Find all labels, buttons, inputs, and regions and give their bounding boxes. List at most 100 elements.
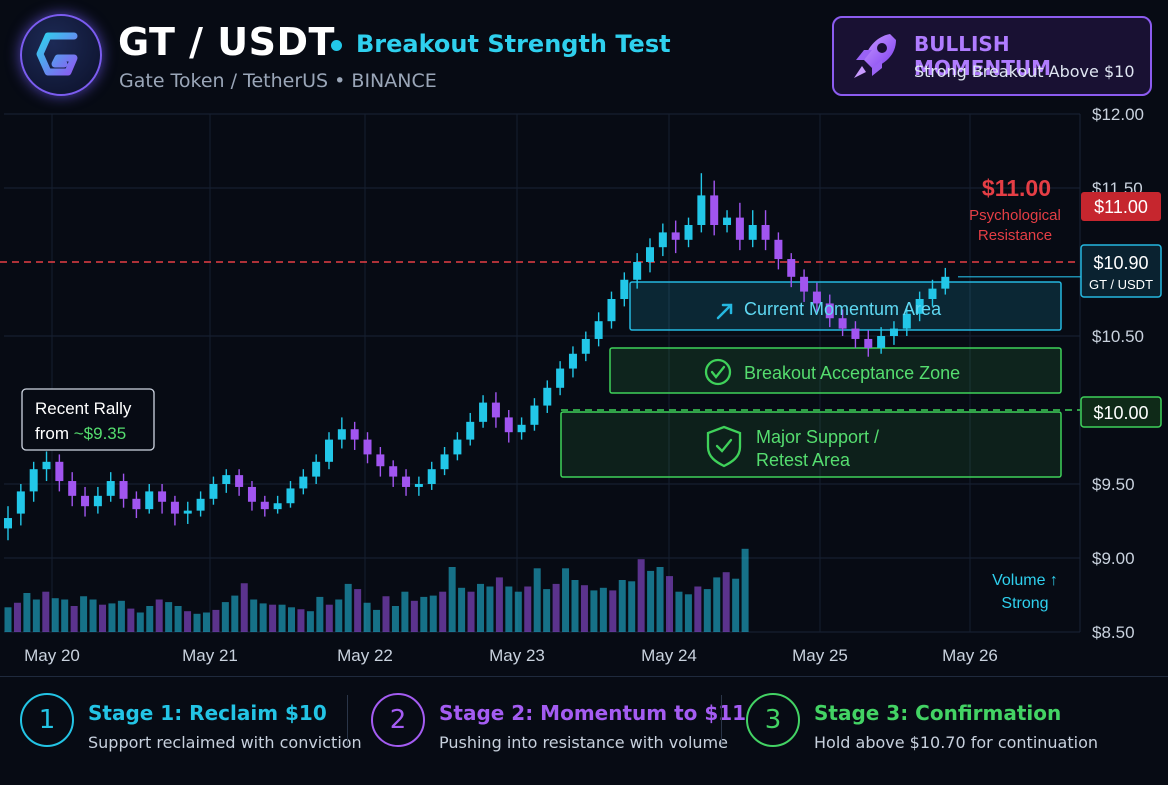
volume-bar bbox=[32, 599, 40, 632]
candle-body bbox=[16, 491, 25, 514]
volume-bar bbox=[89, 599, 97, 632]
candle-body bbox=[877, 336, 886, 348]
exchange-name: BINANCE bbox=[351, 70, 437, 92]
volume-bar bbox=[212, 609, 220, 632]
stage-2-title: Stage 2: Momentum to $11 bbox=[439, 701, 747, 725]
y-tick-label: $12.00 bbox=[1092, 105, 1144, 124]
support-zone-label-line2: Retest Area bbox=[756, 450, 851, 470]
candle-body bbox=[235, 475, 244, 487]
volume-bar bbox=[373, 609, 381, 632]
candle-body bbox=[312, 461, 321, 477]
candle-body bbox=[787, 259, 796, 277]
badge-subtitle: Strong Breakout Above $10 bbox=[914, 62, 1135, 81]
volume-bar bbox=[240, 583, 248, 632]
x-tick-label: May 24 bbox=[641, 646, 697, 665]
candlesticks bbox=[4, 173, 950, 541]
support-zone-label-line1: Major Support / bbox=[756, 427, 879, 447]
volume-label-line1: Volume ↑ bbox=[992, 572, 1058, 589]
volume-bars bbox=[4, 548, 749, 632]
resistance-tag-text: $11.00 bbox=[1094, 197, 1148, 217]
volume-bar bbox=[571, 580, 579, 632]
volume-bar bbox=[259, 603, 267, 632]
x-tick-label: May 25 bbox=[792, 646, 848, 665]
candle-body bbox=[196, 498, 205, 511]
stage-3-number: 3 bbox=[746, 693, 800, 747]
support-tag-text: $10.00 bbox=[1093, 403, 1148, 423]
candle-body bbox=[491, 402, 500, 418]
candle-body bbox=[158, 491, 167, 502]
candle-body bbox=[479, 402, 488, 422]
major-support-zone bbox=[560, 411, 1062, 478]
candle-body bbox=[928, 288, 937, 299]
volume-bar bbox=[609, 590, 617, 632]
candle-body bbox=[222, 475, 231, 484]
candle-body bbox=[81, 495, 90, 507]
stage-1-description: Support reclaimed with conviction bbox=[88, 733, 362, 752]
rocket-icon bbox=[854, 34, 896, 78]
volume-bar bbox=[316, 596, 324, 632]
shield-icon bbox=[706, 425, 742, 468]
candle-body bbox=[735, 217, 744, 240]
candle-body bbox=[568, 353, 577, 369]
y-tick-label: $9.00 bbox=[1092, 549, 1135, 568]
volume-bar bbox=[628, 581, 636, 632]
gate-token-logo bbox=[20, 14, 102, 96]
volume-bar bbox=[486, 586, 494, 632]
shield-check-icon bbox=[715, 438, 733, 453]
candle-body bbox=[363, 439, 372, 455]
volume-bar bbox=[524, 586, 532, 632]
pair-title: GT / USDT bbox=[118, 20, 335, 64]
candle-body bbox=[812, 291, 821, 304]
candle-body bbox=[800, 276, 809, 292]
candle-body bbox=[889, 328, 898, 336]
candle-body bbox=[106, 481, 115, 496]
candle-body bbox=[620, 279, 629, 299]
volume-bar bbox=[250, 599, 258, 632]
check-circle-icon bbox=[704, 358, 732, 386]
candle-body bbox=[530, 405, 539, 425]
chart-grid bbox=[4, 113, 1081, 633]
pair-full-name: Gate Token / TetherUS bbox=[119, 70, 329, 92]
volume-bar bbox=[13, 602, 21, 632]
volume-bar bbox=[231, 595, 239, 632]
candle-body bbox=[658, 232, 667, 248]
volume-bar bbox=[23, 593, 31, 632]
volume-bar bbox=[193, 613, 201, 632]
momentum-zone-label: Current Momentum Area bbox=[744, 299, 942, 319]
stage-3-title: Stage 3: Confirmation bbox=[814, 701, 1062, 725]
bullish-momentum-badge: BULLISH MOMENTUM Strong Breakout Above $… bbox=[832, 16, 1152, 96]
stage-3-description: Hold above $10.70 for continuation bbox=[814, 733, 1098, 752]
current-price-tag bbox=[1080, 244, 1162, 298]
volume-bar bbox=[51, 598, 59, 632]
volume-bar bbox=[136, 612, 144, 632]
resistance-price-label: $11.00 bbox=[982, 175, 1051, 201]
candle-body bbox=[273, 503, 282, 510]
candle-body bbox=[748, 225, 757, 240]
volume-bar bbox=[722, 572, 730, 632]
title-dot bbox=[331, 40, 342, 51]
volume-bar bbox=[675, 591, 683, 632]
candle-body bbox=[723, 217, 732, 225]
recent-rally-from-label: from ~$9.35 bbox=[35, 424, 126, 443]
volume-bar bbox=[467, 591, 475, 632]
pair-info: Gate Token / TetherUS • BINANCE bbox=[119, 70, 437, 92]
chart-zones bbox=[0, 261, 1080, 478]
candle-body bbox=[633, 262, 642, 280]
candle-body bbox=[209, 484, 218, 499]
chart-subtitle: Breakout Strength Test bbox=[356, 30, 671, 58]
candle-body bbox=[132, 498, 141, 510]
volume-bar bbox=[439, 591, 447, 632]
volume-bar bbox=[382, 596, 390, 632]
y-tick-label: $8.50 bbox=[1092, 623, 1135, 642]
candle-body bbox=[376, 454, 385, 467]
candle-body bbox=[902, 313, 911, 329]
candle-body bbox=[93, 495, 102, 507]
footer-divider bbox=[721, 695, 722, 745]
volume-bar bbox=[514, 591, 522, 632]
resistance-label-line2: Resistance bbox=[978, 227, 1052, 244]
volume-bar bbox=[562, 568, 570, 632]
arrow-up-right-icon bbox=[716, 303, 733, 320]
candle-body bbox=[402, 476, 411, 487]
volume-bar bbox=[354, 589, 362, 632]
volume-bar bbox=[552, 583, 560, 632]
